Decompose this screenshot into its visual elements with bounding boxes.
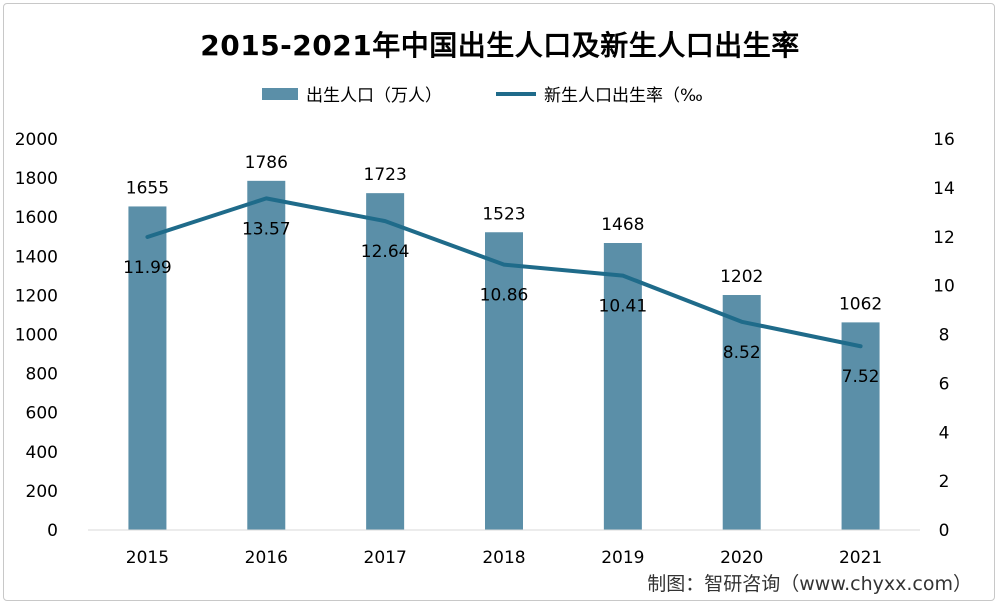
bar-data-label: 1655 bbox=[126, 178, 169, 198]
x-axis-tick-label: 2019 bbox=[601, 548, 644, 568]
source-footer: 制图：智研咨询（www.chyxx.com） bbox=[647, 573, 972, 595]
right-axis-tick-label: 16 bbox=[933, 130, 955, 150]
right-axis-tick-label: 4 bbox=[939, 423, 950, 443]
legend-label-bar: 出生人口（万人） bbox=[306, 86, 442, 106]
left-axis-tick-label: 0 bbox=[47, 521, 58, 541]
bar-data-label: 1468 bbox=[601, 215, 644, 235]
right-axis-tick-label: 0 bbox=[939, 521, 950, 541]
x-axis-tick-label: 2016 bbox=[245, 548, 288, 568]
x-axis-tick-label: 2021 bbox=[839, 548, 882, 568]
bar-data-label: 1523 bbox=[482, 204, 525, 224]
chart-title: 2015-2021年中国出生人口及新生人口出生率 bbox=[200, 29, 800, 62]
x-axis-tick-label: 2017 bbox=[364, 548, 407, 568]
left-axis-tick-label: 200 bbox=[26, 482, 58, 502]
legend-label-line: 新生人口出生率（‰ bbox=[544, 86, 703, 106]
bar-data-label: 1786 bbox=[245, 153, 288, 173]
line-series: 11.99 13.57 12.64 10.86 10.41 8.52 7.52 bbox=[123, 196, 880, 387]
bar-data-label: 1723 bbox=[364, 165, 407, 185]
line-data-label: 13.57 bbox=[242, 219, 291, 239]
legend-swatch-bar bbox=[262, 88, 298, 100]
bar bbox=[722, 295, 761, 530]
left-axis-tick-label: 1200 bbox=[15, 286, 58, 306]
right-axis-tick-label: 12 bbox=[933, 228, 955, 248]
left-axis-tick-label: 1400 bbox=[15, 247, 58, 267]
bar bbox=[603, 243, 642, 531]
line-data-label: 11.99 bbox=[123, 258, 172, 278]
right-axis-tick-label: 2 bbox=[939, 472, 950, 492]
line-data-label: 7.52 bbox=[842, 367, 880, 387]
right-axis-tick-label: 10 bbox=[933, 277, 955, 297]
bar bbox=[128, 206, 167, 530]
left-axis: 0 200 400 600 800 1000 1200 1400 1600 1800 2000 bbox=[15, 130, 58, 541]
bar-series: 1655 1786 1723 1523 1468 1202 1062 bbox=[126, 153, 882, 531]
line-data-label: 12.64 bbox=[361, 242, 410, 262]
legend: 出生人口（万人） 新生人口出生率（‰ bbox=[262, 86, 703, 106]
line-data-label: 8.52 bbox=[723, 343, 761, 363]
left-axis-tick-label: 800 bbox=[26, 365, 58, 385]
bar-data-label: 1062 bbox=[839, 294, 882, 314]
bar bbox=[841, 322, 880, 530]
left-axis-tick-label: 1800 bbox=[15, 169, 58, 189]
right-axis: 0 2 4 6 8 10 12 14 16 bbox=[933, 130, 955, 541]
left-axis-tick-label: 1000 bbox=[15, 326, 58, 346]
left-axis-tick-label: 2000 bbox=[15, 130, 58, 150]
line-data-label: 10.86 bbox=[480, 286, 529, 306]
right-axis-tick-label: 8 bbox=[939, 326, 950, 346]
right-axis-tick-label: 6 bbox=[939, 374, 950, 394]
x-axis-tick-label: 2018 bbox=[482, 548, 525, 568]
x-axis: 2015 2016 2017 2018 2019 2020 2021 bbox=[88, 529, 920, 568]
line-data-label: 10.41 bbox=[599, 297, 648, 317]
bar-data-label: 1202 bbox=[720, 267, 763, 287]
chart-frame bbox=[3, 3, 995, 601]
bar bbox=[485, 232, 523, 531]
left-axis-tick-label: 600 bbox=[26, 404, 58, 424]
bar bbox=[366, 193, 405, 530]
left-axis-tick-label: 400 bbox=[26, 443, 58, 463]
right-axis-tick-label: 14 bbox=[933, 179, 955, 199]
x-axis-tick-label: 2020 bbox=[720, 548, 763, 568]
x-axis-tick-label: 2015 bbox=[126, 548, 169, 568]
left-axis-tick-label: 1600 bbox=[15, 208, 58, 228]
line-path bbox=[145, 196, 863, 349]
bar bbox=[247, 180, 286, 530]
